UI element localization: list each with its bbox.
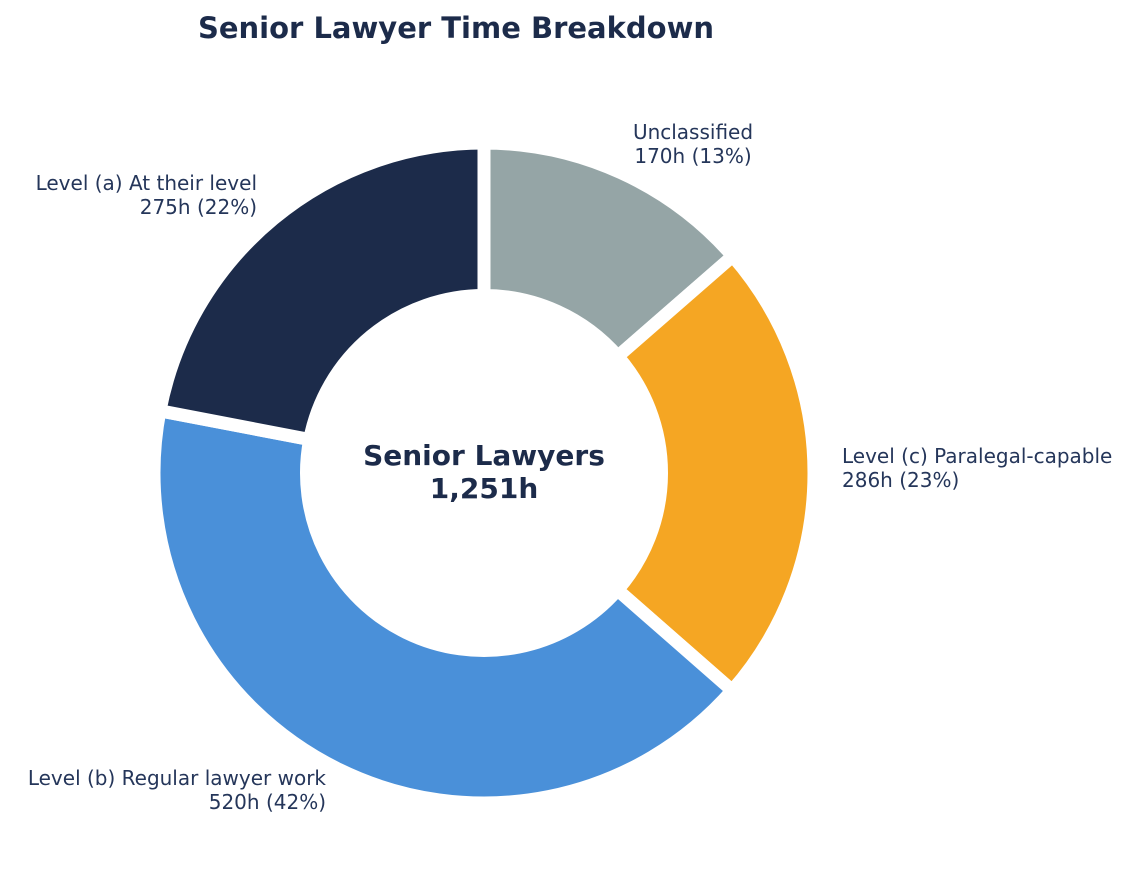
slice-label-level-b-value: 520h (42%)	[208, 790, 326, 814]
slice-label-level-b-name: Level (b) Regular lawyer work	[27, 766, 326, 790]
slice-label-level-a-name: Level (a) At their level	[35, 171, 257, 195]
slice-label-unclassified: Unclassified 170h (13%)	[633, 120, 753, 168]
slice-label-level-a-value: 275h (22%)	[139, 195, 257, 219]
pie-slice-level-c	[608, 246, 821, 700]
slice-label-level-c-value: 286h (23%)	[842, 468, 960, 492]
pie-slice-level-a	[152, 136, 491, 448]
pie-slice-level-b	[147, 403, 742, 810]
slice-label-unclassified-value: 170h (13%)	[634, 144, 752, 168]
slice-label-level-c: Level (c) Paralegal-capable 286h (23%)	[842, 444, 1112, 492]
slice-label-level-c-name: Level (c) Paralegal-capable	[842, 444, 1113, 468]
chart-title: Senior Lawyer Time Breakdown	[197, 11, 715, 45]
center-label-line1: Senior Lawyers	[363, 439, 605, 472]
slice-label-level-b: Level (b) Regular lawyer work 520h (42%)	[28, 766, 326, 814]
slice-label-unclassified-name: Unclassified	[632, 120, 754, 144]
donut-center-label: Senior Lawyers 1,251h	[363, 439, 605, 505]
center-label-line2: 1,251h	[429, 472, 539, 505]
slice-label-level-a: Level (a) At their level 275h (22%)	[36, 171, 257, 219]
